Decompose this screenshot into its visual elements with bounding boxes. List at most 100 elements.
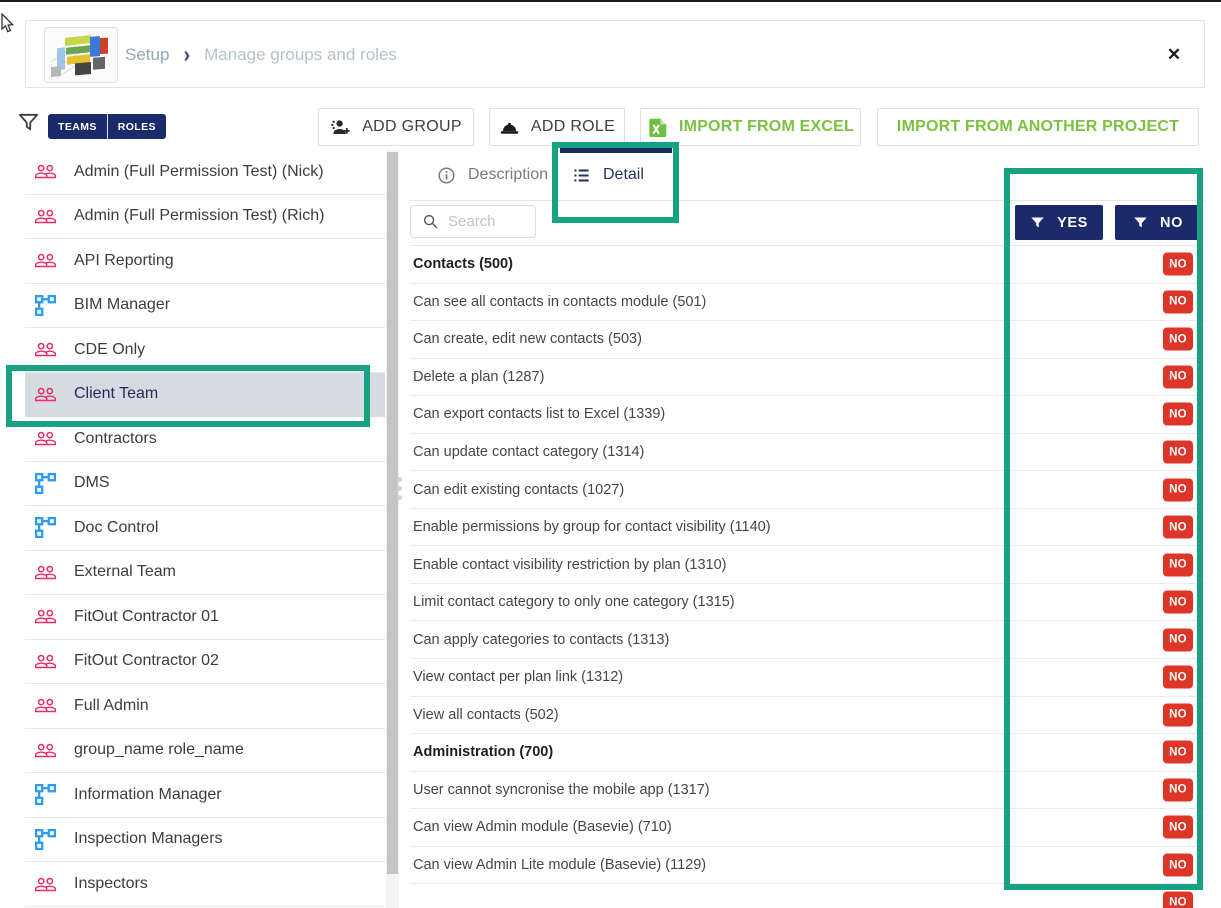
- breadcrumb-manage-groups-roles: Manage groups and roles: [204, 45, 397, 64]
- permission-label: Can view Admin Lite module (Basevie) (11…: [413, 857, 707, 874]
- sidebar-item[interactable]: BIM Manager: [25, 283, 385, 329]
- excel-file-icon: [647, 117, 668, 138]
- filter-icon[interactable]: [17, 111, 40, 134]
- permission-no-badge[interactable]: NO: [1163, 590, 1193, 614]
- sidebar-item[interactable]: Information Manager: [25, 773, 385, 818]
- permission-row: Enable contact visibility restriction by…: [410, 546, 1205, 584]
- permission-no-badge[interactable]: NO: [1163, 440, 1193, 464]
- team-group-icon: [34, 873, 57, 896]
- team-group-icon: [34, 383, 57, 406]
- permission-no-badge[interactable]: NO: [1163, 515, 1193, 539]
- permission-label: Administration (700): [413, 744, 554, 761]
- permission-label: Delete a plan (1287): [413, 368, 545, 385]
- header-card: Setup › Manage groups and roles ✕: [25, 20, 1205, 88]
- permission-row: User cannot syncronise the mobile app (1…: [410, 772, 1205, 810]
- permission-no-badge[interactable]: NO: [1163, 402, 1193, 426]
- sidebar-item-label: API Reporting: [74, 251, 174, 269]
- add-group-button[interactable]: ADD GROUP: [318, 108, 474, 146]
- permission-no-badge[interactable]: NO: [1163, 553, 1193, 577]
- permission-no-badge[interactable]: NO: [1163, 628, 1193, 652]
- sidebar-item[interactable]: Inspection Managers: [25, 817, 385, 863]
- permission-label: Can apply categories to contacts (1313): [413, 631, 670, 648]
- permission-no-badge[interactable]: NO: [1163, 365, 1193, 389]
- filter-no-label: NO: [1160, 214, 1183, 231]
- add-group-label: ADD GROUP: [362, 118, 462, 135]
- search-input[interactable]: [448, 213, 527, 230]
- project-logo-image: [45, 28, 117, 82]
- permission-row: Can edit existing contacts (1027) NO: [410, 471, 1205, 509]
- sidebar-item-label: FitOut Contractor 02: [74, 652, 219, 670]
- import-from-another-project-button[interactable]: IMPORT FROM ANOTHER PROJECT: [877, 108, 1199, 146]
- permission-row: Limit contact category to only one categ…: [410, 584, 1205, 622]
- permission-no-badge[interactable]: NO: [1163, 703, 1193, 727]
- permission-row: Enable permissions by group for contact …: [410, 509, 1205, 547]
- funnel-icon: [1030, 215, 1045, 230]
- sidebar-item-label: Admin (Full Permission Test) (Nick): [74, 162, 324, 180]
- permission-no-badge[interactable]: NO: [1163, 290, 1193, 314]
- close-icon[interactable]: ✕: [1166, 45, 1182, 64]
- breadcrumb-setup[interactable]: Setup: [125, 45, 170, 64]
- import-from-excel-button[interactable]: IMPORT FROM EXCEL: [640, 108, 861, 146]
- permission-no-badge[interactable]: NO: [1163, 815, 1193, 839]
- permission-row: Administration (700) NO: [410, 734, 1205, 772]
- sidebar-item[interactable]: Inspectors: [25, 862, 385, 907]
- tab-detail[interactable]: Detail: [572, 150, 644, 200]
- funnel-icon: [1133, 215, 1148, 230]
- sidebar-item[interactable]: Admin (Full Permission Test) (Nick): [25, 150, 385, 195]
- group-add-icon: [330, 117, 351, 138]
- window-top-edge: [0, 0, 1221, 2]
- permission-label: Can update contact category (1314): [413, 444, 645, 460]
- sidebar-item[interactable]: group_name role_name: [25, 728, 385, 774]
- permission-no-badge[interactable]: NO: [1163, 478, 1193, 502]
- roles-toggle-button[interactable]: ROLES: [107, 114, 166, 139]
- sidebar-item-label: CDE Only: [74, 340, 146, 358]
- sidebar-item[interactable]: DMS: [25, 461, 385, 507]
- permission-row: Can see all contacts in contacts module …: [410, 284, 1205, 322]
- import-from-excel-label: IMPORT FROM EXCEL: [679, 118, 854, 135]
- permission-no-badge[interactable]: NO: [1163, 327, 1193, 351]
- team-group-icon: [34, 561, 57, 584]
- project-logo[interactable]: [44, 27, 118, 83]
- permission-row: View contact per plan link (1312) NO: [410, 659, 1205, 697]
- permissions-table: Contacts (500) NO Can see all contacts i…: [410, 245, 1205, 908]
- sidebar-item[interactable]: Full Admin: [25, 684, 385, 729]
- sidebar-item[interactable]: Client Team: [25, 372, 385, 418]
- team-group-icon: [34, 249, 57, 272]
- permission-no-badge[interactable]: NO: [1163, 665, 1193, 689]
- permission-no-badge[interactable]: NO: [1163, 778, 1193, 802]
- sidebar-item[interactable]: FitOut Contractor 01: [25, 595, 385, 640]
- team-group-icon: [34, 160, 57, 183]
- sidebar-item[interactable]: Doc Control: [25, 506, 385, 551]
- permission-label: Enable permissions by group for contact …: [413, 519, 771, 536]
- permission-no-badge[interactable]: NO: [1163, 252, 1193, 276]
- search-icon: [422, 213, 439, 230]
- breadcrumb: Setup › Manage groups and roles: [125, 21, 397, 89]
- filter-yes-button[interactable]: YES: [1015, 205, 1103, 240]
- sidebar-item[interactable]: CDE Only: [25, 328, 385, 373]
- tab-description[interactable]: Description: [437, 150, 548, 200]
- sidebar-item-label: Client Team: [74, 385, 159, 403]
- sidebar-item[interactable]: Contractors: [25, 417, 385, 462]
- teams-toggle-button[interactable]: TEAMS: [48, 114, 108, 139]
- tab-description-label: Description: [468, 166, 549, 183]
- team-group-icon: [34, 694, 57, 717]
- permission-label: Can create, edit new contacts (503): [413, 331, 642, 348]
- role-hierarchy-icon: [34, 783, 57, 806]
- sidebar-scrollbar-thumb[interactable]: [387, 152, 398, 874]
- sidebar-item[interactable]: External Team: [25, 550, 385, 596]
- sidebar-item[interactable]: Admin (Full Permission Test) (Rich): [25, 194, 385, 240]
- permission-no-badge[interactable]: NO: [1163, 853, 1193, 877]
- permission-no-badge[interactable]: NO: [1163, 740, 1193, 764]
- sidebar-item[interactable]: API Reporting: [25, 239, 385, 284]
- permission-label: View contact per plan link (1312): [413, 669, 624, 686]
- filter-no-button[interactable]: NO: [1115, 205, 1201, 240]
- permission-row: View all contacts (502) NO: [410, 697, 1205, 735]
- permission-label: Limit contact category to only one categ…: [413, 594, 735, 611]
- add-role-button[interactable]: ADD ROLE: [489, 108, 625, 146]
- permission-no-badge[interactable]: NO: [1163, 891, 1193, 908]
- panel-resize-handle[interactable]: [397, 477, 403, 500]
- sidebar-item[interactable]: FitOut Contractor 02: [25, 639, 385, 685]
- sidebar-item-label: DMS: [74, 474, 110, 492]
- sidebar-item-label: Full Admin: [74, 696, 149, 714]
- team-group-icon: [34, 338, 57, 361]
